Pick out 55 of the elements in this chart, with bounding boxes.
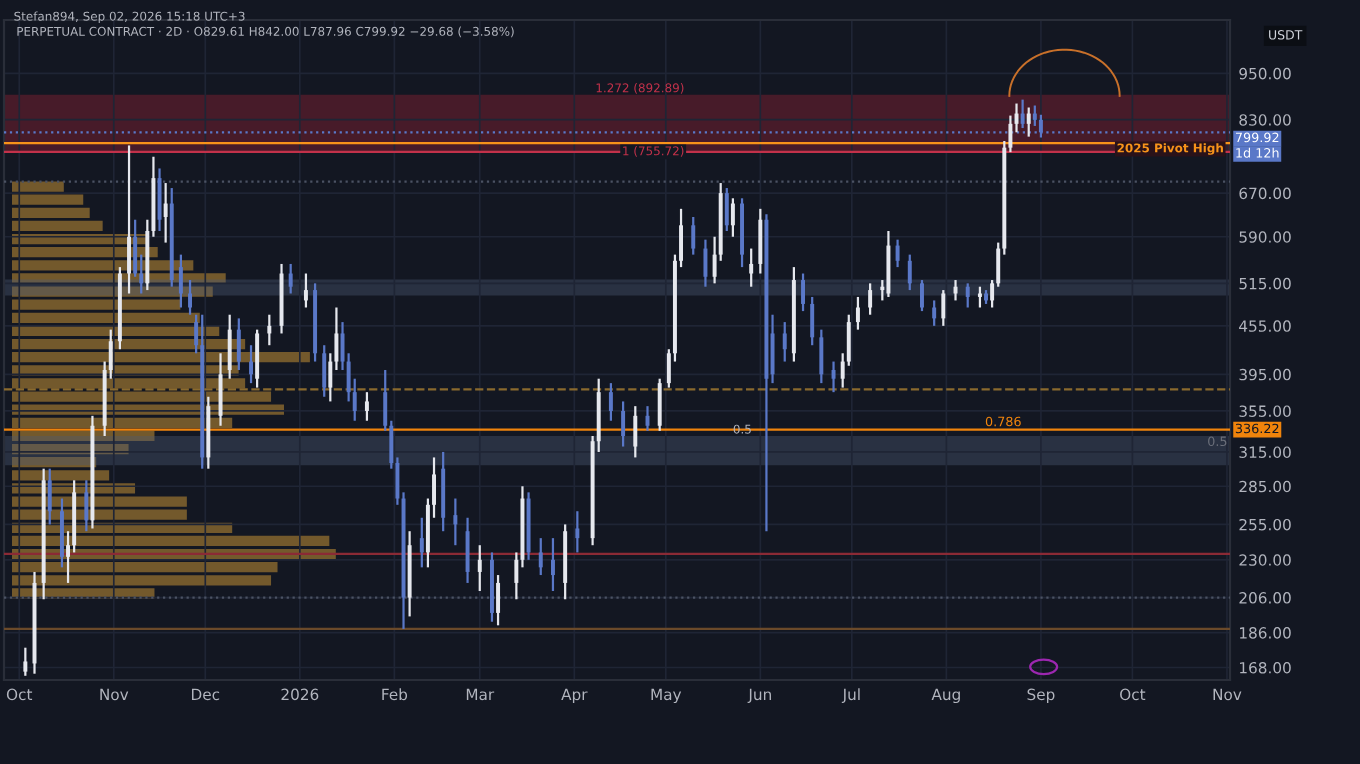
candlestick bbox=[59, 497, 64, 569]
candlestick bbox=[691, 215, 696, 256]
candlestick bbox=[157, 167, 162, 233]
candlestick bbox=[496, 573, 501, 627]
candlestick bbox=[127, 144, 132, 295]
candlestick bbox=[608, 382, 613, 422]
candlestick bbox=[84, 479, 89, 533]
candlestick bbox=[236, 317, 241, 372]
candlestick bbox=[550, 537, 555, 593]
candlestick bbox=[782, 320, 787, 363]
candlestick bbox=[227, 313, 232, 380]
candlestick bbox=[453, 497, 458, 547]
candlestick bbox=[218, 352, 223, 427]
candlestick bbox=[633, 405, 638, 459]
candlestick bbox=[178, 253, 183, 309]
candlestick bbox=[810, 295, 815, 347]
candlestick bbox=[249, 344, 254, 385]
candlestick bbox=[188, 278, 193, 316]
candlestick bbox=[255, 328, 260, 389]
candlestick bbox=[1026, 106, 1031, 138]
candlestick bbox=[730, 197, 735, 238]
candlestick bbox=[724, 186, 729, 233]
candlestick bbox=[322, 344, 327, 398]
candlestick bbox=[831, 360, 836, 394]
candlestick bbox=[984, 288, 988, 306]
candlestick bbox=[288, 262, 293, 295]
candlestick bbox=[538, 537, 543, 577]
candlestick bbox=[758, 207, 763, 275]
candlestick bbox=[855, 295, 860, 331]
candlestick bbox=[965, 282, 970, 309]
candlestick bbox=[886, 229, 891, 299]
candlestick bbox=[575, 510, 580, 554]
candlestick bbox=[907, 253, 912, 292]
candlestick bbox=[703, 238, 708, 288]
candlestick bbox=[419, 516, 424, 569]
candlestick bbox=[267, 313, 272, 347]
candlestick bbox=[941, 288, 946, 327]
candlestick bbox=[47, 467, 52, 526]
candlestick bbox=[23, 646, 28, 677]
candlestick bbox=[932, 299, 937, 327]
candlestick bbox=[749, 247, 754, 288]
candlestick bbox=[657, 377, 662, 432]
candlestick bbox=[868, 282, 873, 316]
candlestick bbox=[364, 391, 369, 422]
candlestick bbox=[163, 181, 168, 244]
candlestick bbox=[740, 197, 745, 269]
candlestick bbox=[801, 272, 806, 313]
candlestick bbox=[303, 272, 308, 309]
candlestick bbox=[977, 285, 982, 309]
candlestick bbox=[465, 516, 470, 585]
candlestick bbox=[895, 238, 900, 269]
candlestick bbox=[477, 544, 482, 593]
candlestick bbox=[621, 400, 626, 448]
candlestick bbox=[919, 278, 924, 313]
candlestick bbox=[819, 328, 824, 385]
